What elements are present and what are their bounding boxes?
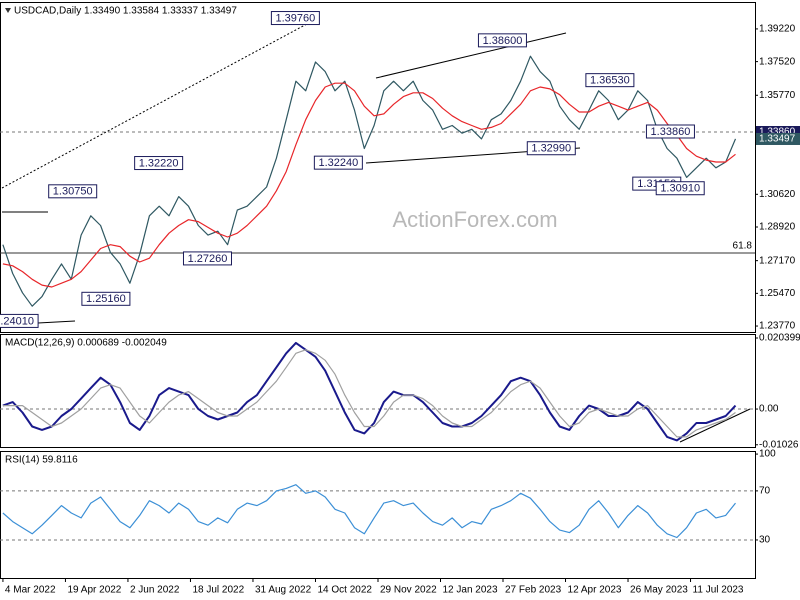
series-line <box>2 82 736 288</box>
panel-frame <box>0 2 756 333</box>
y-tick-label: 1.23770 <box>759 321 796 332</box>
x-tick-label: 14 Oct 2022 <box>317 585 372 596</box>
y-tick-label: 0.00 <box>759 404 779 415</box>
price-annotation: 1.30910 <box>660 183 700 195</box>
trendline <box>375 32 567 79</box>
price-annotation: 1.32220 <box>139 157 179 169</box>
price-annotation: 1.24010 <box>0 315 34 327</box>
price-annotation-box <box>313 155 363 170</box>
price-annotation: 1.39760 <box>276 12 316 24</box>
price-annotation-box <box>81 291 131 306</box>
price-annotation: 1.33860 <box>651 126 691 138</box>
x-tick-label: 29 Nov 2022 <box>380 585 437 596</box>
price-annotation: 1.27260 <box>188 253 228 265</box>
y-tick-label: 1.28920 <box>759 222 796 233</box>
y-tick-label: 1.39220 <box>759 24 796 35</box>
x-tick-label: 27 Feb 2023 <box>505 585 562 596</box>
x-tick-label: 2 Jun 2022 <box>130 585 180 596</box>
price-annotation-box <box>477 33 527 48</box>
price-annotation: 1.36530 <box>590 75 630 87</box>
price-annotation: 1.30750 <box>53 186 93 198</box>
price-annotation-box <box>48 184 98 199</box>
price-annotation-box <box>526 141 576 156</box>
x-tick-label: 19 Apr 2022 <box>67 585 121 596</box>
x-tick-label: 26 May 2023 <box>630 585 688 596</box>
price-annotation: 1.25160 <box>86 293 126 305</box>
symbol-icon <box>5 8 11 13</box>
price-annotation-box <box>270 11 320 26</box>
price-annotation: 1.32990 <box>531 143 571 155</box>
price-annotation: 1.38600 <box>483 35 523 47</box>
y-tick-label: 70 <box>759 486 771 497</box>
x-tick-label: 4 Mar 2022 <box>5 585 56 596</box>
panel-title: RSI(14) 59.8116 <box>5 455 78 466</box>
series-line <box>2 55 737 307</box>
y-tick-label: 100 <box>759 449 776 460</box>
price-annotation-box <box>645 124 695 139</box>
y-tick-label: 1.37520 <box>759 56 796 67</box>
price-annotation-box <box>182 251 232 266</box>
price-tag <box>756 132 800 145</box>
x-tick-label: 18 Jul 2022 <box>192 585 244 596</box>
watermark: ActionForex.com <box>392 207 557 232</box>
price-annotation-box <box>134 156 184 171</box>
trendline <box>679 408 751 443</box>
series-line <box>2 349 736 438</box>
price-annotation-box <box>0 313 39 328</box>
y-tick-label: 1.27170 <box>759 255 796 266</box>
price-annotation-box <box>585 73 635 88</box>
y-tick-label: 1.30620 <box>759 189 796 200</box>
panel-title: MACD(12,26,9) 0.000689 -0.002049 <box>5 338 167 349</box>
price-annotation: 1.32240 <box>318 157 358 169</box>
y-tick-label: -0.01026 <box>759 439 799 450</box>
x-tick-label: 12 Jan 2023 <box>442 585 497 596</box>
price-annotation-box <box>655 181 705 196</box>
level-label: 61.8 <box>733 241 753 252</box>
y-tick-label: 1.25470 <box>759 288 796 299</box>
y-tick-label: 1.35770 <box>759 90 796 101</box>
price-tag-label: 1.33497 <box>759 134 796 145</box>
price-tag-label: 1.33860 <box>759 127 796 138</box>
x-tick-label: 12 Apr 2023 <box>568 585 622 596</box>
panel-frame <box>0 334 756 448</box>
x-tick-label: 11 Jul 2023 <box>693 585 744 596</box>
panel-title: USDCAD,Daily 1.33490 1.33584 1.33337 1.3… <box>14 6 237 17</box>
series-line <box>2 341 737 442</box>
y-tick-label: 30 <box>759 535 771 546</box>
trendline <box>37 320 76 324</box>
y-tick-label: 0.020399 <box>759 333 800 344</box>
x-tick-label: 31 Aug 2022 <box>255 585 312 596</box>
series-line <box>2 484 736 539</box>
